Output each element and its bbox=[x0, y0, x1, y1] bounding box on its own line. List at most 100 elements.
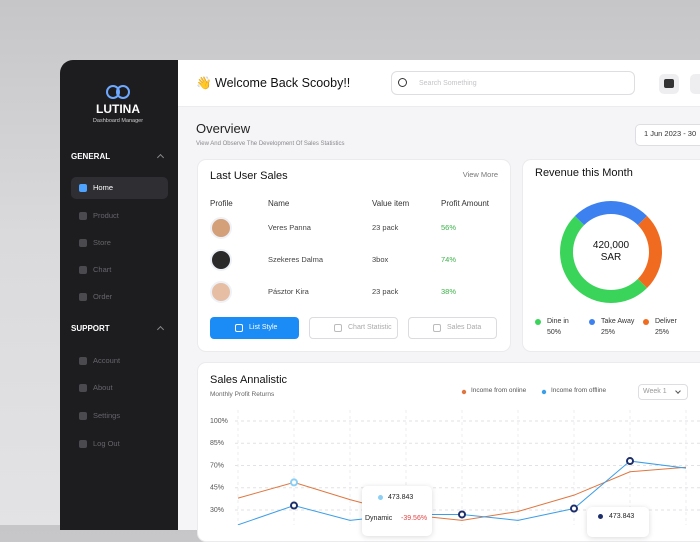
cell: 23 pack bbox=[372, 222, 399, 232]
cell: Veres Panna bbox=[268, 222, 311, 232]
nav-item[interactable]: Account bbox=[93, 355, 121, 365]
profit: 74% bbox=[441, 254, 457, 264]
button-icon bbox=[433, 324, 441, 332]
y-tick-label: 30% bbox=[210, 507, 224, 514]
dropdown-label: Week 1 bbox=[643, 388, 667, 396]
date-picker[interactable] bbox=[635, 124, 700, 146]
line-series bbox=[237, 466, 687, 521]
legend-dot bbox=[535, 319, 541, 325]
legend-dot bbox=[643, 319, 649, 325]
nav-item[interactable]: Product bbox=[93, 210, 119, 220]
tooltip-label: Dynamic bbox=[365, 515, 393, 523]
nav-item[interactable]: Order bbox=[93, 291, 113, 301]
legend-label: Deliver bbox=[655, 318, 677, 326]
tooltip-change: -39.56% bbox=[401, 515, 428, 523]
y-tick-label: 45% bbox=[210, 485, 224, 492]
print-icon bbox=[664, 79, 674, 88]
action-button[interactable] bbox=[210, 317, 299, 339]
point-marker bbox=[290, 478, 298, 487]
button-icon bbox=[334, 324, 342, 332]
value-label: 25% bbox=[655, 329, 670, 337]
donut-segment bbox=[637, 215, 662, 289]
tooltip bbox=[587, 507, 649, 537]
center-value: 420,000 bbox=[592, 239, 630, 251]
nav-icon bbox=[79, 412, 87, 420]
cell: 23 pack bbox=[372, 286, 399, 296]
column-header: Name bbox=[268, 198, 290, 208]
search-icon bbox=[398, 78, 407, 87]
legend-dot bbox=[589, 319, 595, 325]
charts: 100% 85% 70% 45% 30% bbox=[106, 85, 700, 525]
button-label: List Style bbox=[249, 324, 278, 332]
point-marker bbox=[290, 501, 298, 510]
cell: 3box bbox=[372, 254, 389, 264]
section-title: SUPPORT bbox=[71, 323, 110, 333]
tooltips: 473.843 Dynamic -39.56% 473.843 bbox=[365, 494, 635, 523]
week-dropdown[interactable] bbox=[638, 384, 688, 400]
logo-icon bbox=[106, 85, 120, 99]
button-icon bbox=[235, 324, 243, 332]
card-title: Sales Annalistic bbox=[210, 373, 288, 386]
nav-icon bbox=[79, 266, 87, 274]
point-marker bbox=[626, 457, 634, 466]
donut-segment bbox=[560, 215, 648, 303]
nav-icon bbox=[79, 293, 87, 301]
tooltip-dot bbox=[378, 495, 383, 500]
tagline: Dashboard Manager bbox=[92, 117, 144, 124]
avatar bbox=[210, 281, 232, 303]
logo-icon bbox=[116, 85, 130, 99]
cell: Szekeres Dalma bbox=[268, 254, 324, 264]
action-button[interactable] bbox=[309, 317, 398, 339]
card-subtitle: Monthly Profit Returns bbox=[210, 391, 275, 399]
section-title: GENERAL bbox=[71, 151, 111, 161]
nav-item[interactable]: Home bbox=[93, 182, 114, 192]
column-header: Profit Amount bbox=[441, 198, 490, 208]
point-marker bbox=[570, 504, 578, 513]
avatar bbox=[210, 249, 232, 271]
nav-active[interactable] bbox=[71, 177, 168, 199]
nav-icon bbox=[79, 212, 87, 220]
nav-icon bbox=[79, 384, 87, 392]
nav-item[interactable]: Chart bbox=[93, 264, 112, 274]
center-unit: SAR bbox=[600, 251, 622, 263]
search-box[interactable] bbox=[391, 71, 635, 95]
settings-button[interactable] bbox=[690, 74, 700, 94]
point-marker bbox=[458, 510, 466, 519]
brand: LUTINA bbox=[96, 102, 140, 117]
nav-icon bbox=[79, 184, 87, 192]
nav-item[interactable]: Settings bbox=[93, 410, 121, 420]
overview-title: Overview bbox=[196, 120, 251, 136]
nav-item[interactable]: Store bbox=[93, 237, 111, 247]
nav-icon bbox=[79, 357, 87, 365]
profit: 38% bbox=[441, 286, 457, 296]
tooltip-dot bbox=[598, 514, 603, 519]
legend-label: Income from online bbox=[471, 387, 527, 395]
greeting: 👋 Welcome Back Scooby!! bbox=[196, 76, 351, 91]
value-label: 25% bbox=[601, 329, 616, 337]
nav-icon bbox=[79, 440, 87, 448]
card-title: Revenue this Month bbox=[535, 166, 633, 179]
profit: 56% bbox=[441, 222, 457, 232]
card-title: Last User Sales bbox=[210, 169, 288, 182]
tooltip-value: 473.843 bbox=[388, 494, 414, 502]
donut-segment bbox=[574, 201, 648, 226]
content: LUTINA Dashboard Manager GENERAL Home Produc… bbox=[71, 76, 697, 448]
y-tick-label: 85% bbox=[210, 440, 224, 447]
legend-label: Dine in bbox=[547, 318, 569, 326]
date-range: 1 Jun 2023 - 30 bbox=[644, 128, 697, 138]
nav-item[interactable]: About bbox=[93, 382, 113, 392]
legend-label: Take Away bbox=[601, 318, 635, 326]
action-button[interactable] bbox=[408, 317, 497, 339]
tooltip-value: 473.843 bbox=[609, 513, 635, 521]
value-label: 50% bbox=[547, 329, 562, 337]
nav-item[interactable]: Log Out bbox=[93, 438, 120, 448]
column-header: Value item bbox=[372, 198, 410, 208]
search-placeholder: Search Something bbox=[419, 80, 477, 88]
legend-dot bbox=[461, 389, 467, 395]
button-label: Chart Statistic bbox=[348, 324, 392, 332]
view-more[interactable]: View More bbox=[462, 169, 498, 179]
overview-subtitle: View And Observe The Development Of Sale… bbox=[196, 140, 345, 147]
nav-icon bbox=[79, 239, 87, 247]
revenue-card bbox=[522, 159, 700, 352]
